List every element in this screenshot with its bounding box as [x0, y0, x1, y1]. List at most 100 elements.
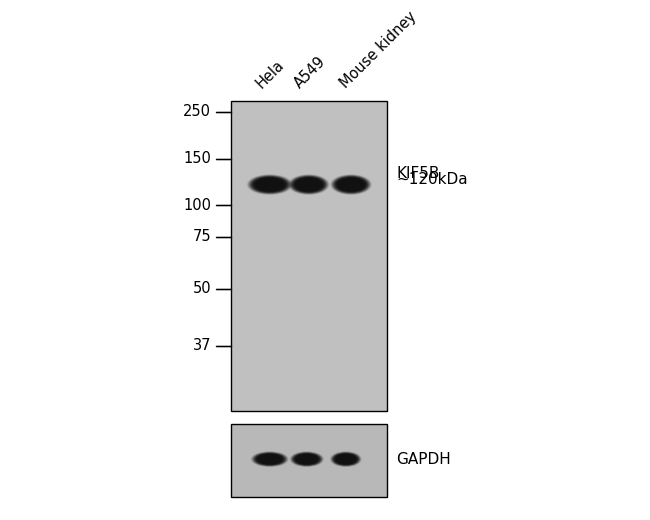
Ellipse shape — [288, 174, 330, 195]
Text: 50: 50 — [192, 281, 211, 296]
Ellipse shape — [261, 181, 278, 188]
Ellipse shape — [342, 457, 350, 461]
Ellipse shape — [307, 184, 310, 185]
Ellipse shape — [344, 181, 358, 188]
Ellipse shape — [303, 182, 315, 187]
Ellipse shape — [300, 180, 318, 189]
Ellipse shape — [330, 174, 372, 195]
Ellipse shape — [253, 452, 287, 466]
Ellipse shape — [335, 177, 367, 192]
Text: A549: A549 — [292, 54, 329, 91]
Text: 100: 100 — [183, 198, 211, 213]
Ellipse shape — [304, 183, 313, 187]
Ellipse shape — [257, 179, 282, 190]
Ellipse shape — [335, 176, 368, 193]
Ellipse shape — [332, 175, 370, 194]
Ellipse shape — [305, 458, 309, 460]
Ellipse shape — [253, 177, 287, 192]
Ellipse shape — [264, 182, 276, 187]
Ellipse shape — [343, 458, 348, 460]
Ellipse shape — [248, 175, 292, 194]
Ellipse shape — [295, 454, 318, 464]
Ellipse shape — [345, 459, 346, 460]
Ellipse shape — [261, 456, 279, 463]
Ellipse shape — [262, 456, 278, 462]
Ellipse shape — [331, 452, 361, 466]
Ellipse shape — [289, 451, 324, 467]
Ellipse shape — [343, 181, 359, 188]
Ellipse shape — [268, 459, 271, 460]
Ellipse shape — [256, 178, 283, 191]
Ellipse shape — [338, 456, 354, 463]
Text: ~120kDa: ~120kDa — [396, 172, 468, 187]
Ellipse shape — [291, 176, 326, 193]
Ellipse shape — [296, 178, 322, 191]
Ellipse shape — [263, 456, 277, 462]
Ellipse shape — [246, 174, 293, 195]
Ellipse shape — [346, 183, 356, 187]
Ellipse shape — [290, 175, 328, 194]
Ellipse shape — [300, 180, 318, 189]
Ellipse shape — [343, 458, 349, 461]
Ellipse shape — [300, 456, 314, 462]
Text: 37: 37 — [193, 339, 211, 353]
Ellipse shape — [342, 180, 360, 189]
Ellipse shape — [335, 454, 356, 464]
Ellipse shape — [306, 459, 307, 460]
Ellipse shape — [291, 452, 322, 466]
Ellipse shape — [301, 181, 317, 188]
Ellipse shape — [257, 454, 283, 464]
Ellipse shape — [249, 175, 291, 194]
Ellipse shape — [350, 184, 352, 185]
Ellipse shape — [307, 184, 311, 186]
Ellipse shape — [263, 181, 277, 188]
Ellipse shape — [297, 454, 317, 464]
Text: 150: 150 — [183, 151, 211, 166]
Ellipse shape — [342, 180, 360, 189]
Ellipse shape — [294, 177, 323, 192]
Ellipse shape — [302, 457, 312, 462]
Ellipse shape — [289, 175, 329, 194]
Ellipse shape — [254, 177, 285, 192]
Ellipse shape — [337, 454, 355, 464]
Ellipse shape — [260, 180, 280, 189]
Ellipse shape — [300, 456, 313, 462]
Ellipse shape — [331, 175, 371, 194]
Ellipse shape — [341, 457, 351, 462]
Ellipse shape — [252, 176, 288, 193]
Ellipse shape — [265, 457, 275, 461]
Ellipse shape — [298, 456, 315, 463]
Ellipse shape — [255, 178, 285, 191]
Ellipse shape — [261, 456, 278, 462]
Ellipse shape — [302, 457, 311, 461]
Ellipse shape — [292, 452, 321, 466]
Text: KIF5B: KIF5B — [396, 166, 440, 180]
Ellipse shape — [298, 455, 316, 463]
Ellipse shape — [339, 456, 353, 462]
Ellipse shape — [332, 452, 360, 466]
Ellipse shape — [304, 458, 309, 460]
Ellipse shape — [330, 451, 362, 467]
Ellipse shape — [341, 180, 361, 189]
Ellipse shape — [333, 176, 369, 193]
Ellipse shape — [298, 179, 320, 190]
Ellipse shape — [338, 178, 364, 191]
Ellipse shape — [339, 178, 363, 191]
Ellipse shape — [293, 453, 320, 465]
Ellipse shape — [255, 453, 285, 465]
Ellipse shape — [344, 458, 348, 460]
Ellipse shape — [299, 180, 318, 189]
Ellipse shape — [334, 453, 358, 465]
Ellipse shape — [296, 454, 318, 464]
Text: 250: 250 — [183, 105, 211, 119]
Ellipse shape — [294, 453, 320, 465]
Ellipse shape — [339, 456, 352, 462]
Ellipse shape — [252, 452, 288, 466]
Ellipse shape — [267, 184, 272, 186]
Ellipse shape — [306, 183, 312, 186]
Ellipse shape — [299, 456, 315, 462]
Ellipse shape — [348, 183, 354, 186]
Ellipse shape — [254, 452, 286, 466]
Ellipse shape — [349, 184, 353, 186]
Ellipse shape — [335, 454, 357, 464]
